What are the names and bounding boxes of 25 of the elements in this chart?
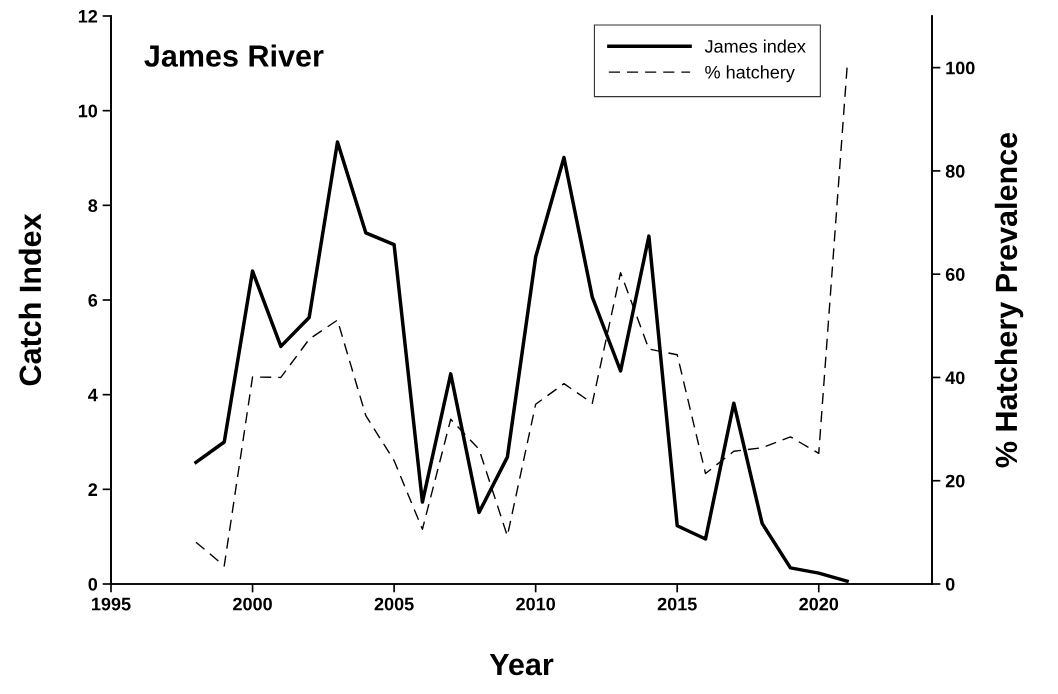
y2-tick-label: 100 <box>946 61 975 75</box>
y-axis-title: Catch Index <box>18 213 42 386</box>
y2-tick-label: 0 <box>945 577 955 591</box>
y2-axis-title: % Hatchery Prevalence <box>994 132 1024 468</box>
x-tick-label: 2010 <box>516 597 555 611</box>
y-tick-label: 8 <box>88 199 98 213</box>
y-tick-label: 4 <box>88 388 98 402</box>
y2-tick-label: 20 <box>945 474 965 488</box>
y-tick-label: 6 <box>88 293 98 307</box>
x-tick-label: 2005 <box>374 597 414 611</box>
x-tick-label: 2000 <box>233 597 272 611</box>
y2-tick-label: 80 <box>945 164 965 178</box>
legend-label: % hatchery <box>705 65 795 83</box>
y-tick-label: 0 <box>88 577 98 591</box>
x-axis-title: Year <box>489 654 554 676</box>
y2-tick-label: 60 <box>945 268 965 281</box>
x-tick-label: 1995 <box>92 597 131 611</box>
y-tick-label: 10 <box>78 104 98 118</box>
x-tick-label: 2015 <box>657 597 697 611</box>
y-tick-label: 12 <box>78 9 98 23</box>
legend-label: James index <box>704 39 806 53</box>
annotation: James River <box>144 44 324 67</box>
y-tick-label: 2 <box>88 483 98 496</box>
y2-tick-label: 40 <box>945 371 965 385</box>
x-tick-label: 2020 <box>799 597 839 611</box>
